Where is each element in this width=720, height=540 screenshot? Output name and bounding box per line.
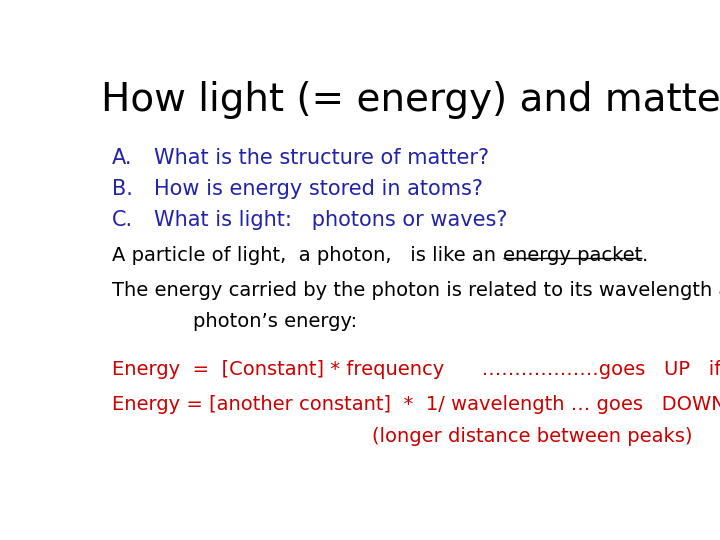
Text: A.: A. bbox=[112, 148, 132, 168]
Text: (longer distance between peaks): (longer distance between peaks) bbox=[372, 427, 693, 446]
Text: energy packet: energy packet bbox=[503, 246, 642, 265]
Text: C.: C. bbox=[112, 210, 133, 231]
Text: What is the structure of matter?: What is the structure of matter? bbox=[154, 148, 490, 168]
Text: Energy = [another constant]  *  1/ wavelength … goes   DOWN  if wavelength goes : Energy = [another constant] * 1/ wavelen… bbox=[112, 395, 720, 414]
Text: photon’s energy:: photon’s energy: bbox=[193, 312, 357, 331]
Text: The energy carried by the photon is related to its wavelength and frequency.: The energy carried by the photon is rela… bbox=[112, 281, 720, 300]
Text: How light (= energy) and matter interact: How light (= energy) and matter interact bbox=[101, 82, 720, 119]
Text: Energy  =  [Constant] * frequency      ………………goes   UP   if   frequency goes up!: Energy = [Constant] * frequency ………………go… bbox=[112, 360, 720, 379]
Text: .: . bbox=[642, 246, 648, 265]
Text: How is energy stored in atoms?: How is energy stored in atoms? bbox=[154, 179, 483, 199]
Text: A particle of light,  a photon,   is like an: A particle of light, a photon, is like a… bbox=[112, 246, 503, 265]
Text: B.: B. bbox=[112, 179, 133, 199]
Text: What is light:   photons or waves?: What is light: photons or waves? bbox=[154, 210, 508, 231]
